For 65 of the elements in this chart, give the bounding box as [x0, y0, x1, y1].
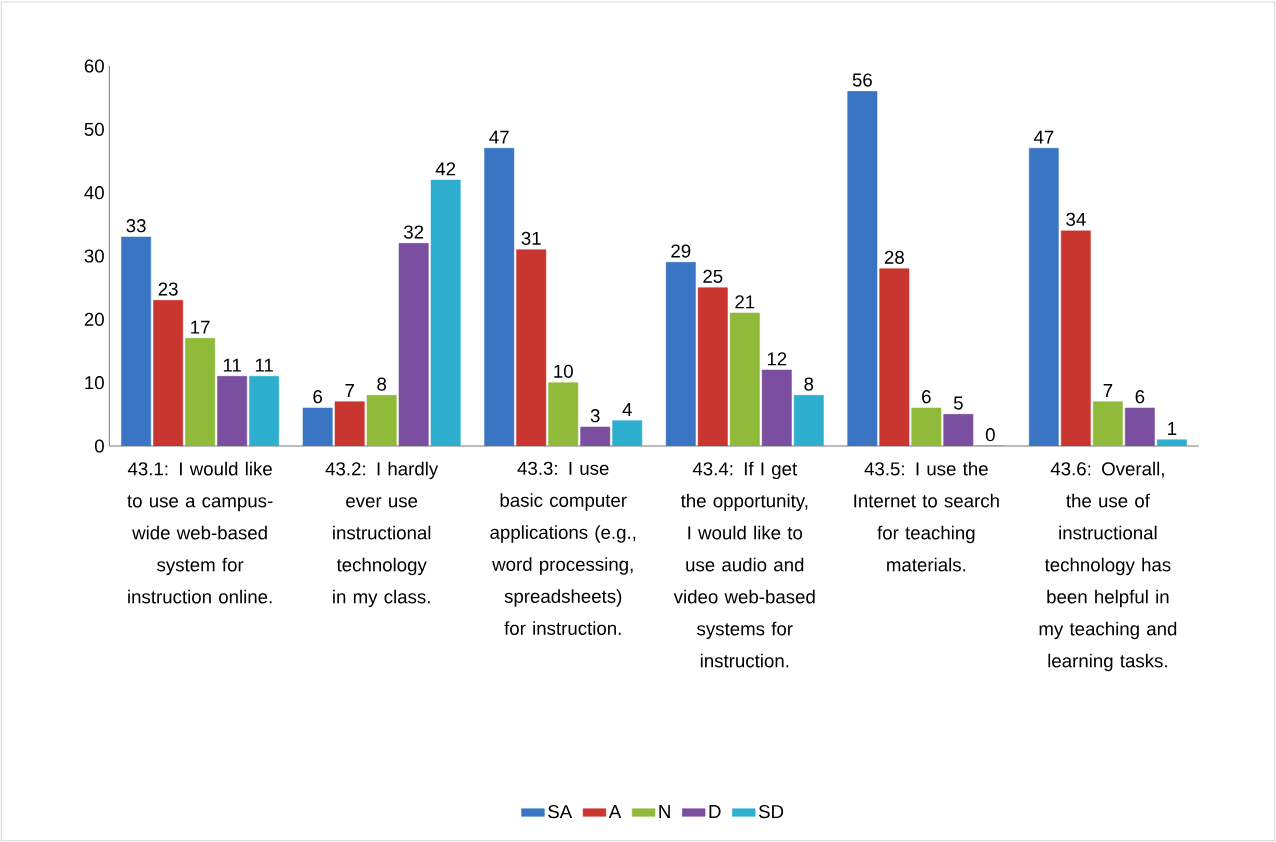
data-label: 28	[884, 250, 904, 264]
legend-label: N	[659, 805, 670, 818]
data-label: 0	[985, 428, 995, 442]
bar	[943, 414, 974, 446]
data-label: 5	[953, 396, 963, 410]
data-label: 25	[703, 269, 723, 283]
data-label: 4	[622, 403, 632, 416]
data-label: 3	[590, 409, 600, 423]
y-tick-label: 20	[84, 312, 104, 326]
legend-label: SD	[758, 804, 784, 819]
bar	[612, 420, 643, 446]
x-tick-label: 43.1: I would like to use a campus-wide web-based system for instruction online.	[127, 461, 273, 604]
bar	[729, 312, 760, 446]
data-label: 12	[767, 352, 787, 366]
x-tick-label: 43.2: I hardly ever use instructional technology in my class.	[325, 461, 439, 608]
data-label: 6	[922, 390, 931, 404]
data-label: 29	[671, 244, 691, 258]
data-label: 42	[435, 162, 456, 176]
legend-label: A	[608, 805, 622, 818]
x-tick-label: 43.5: I use the Internet to search for teaching materials.	[854, 461, 999, 572]
data-label: 47	[489, 130, 509, 144]
data-label: 8	[377, 377, 387, 391]
data-label: 11	[255, 358, 273, 372]
data-label: 21	[735, 295, 755, 309]
data-label: 7	[345, 384, 354, 397]
bar	[793, 395, 824, 446]
y-tick-label: 40	[84, 186, 104, 200]
bar	[398, 243, 429, 446]
bar	[1092, 401, 1123, 446]
data-label: 23	[158, 282, 178, 296]
bar	[1156, 439, 1187, 446]
bar	[185, 338, 216, 446]
y-tick-label: 0	[94, 439, 104, 453]
data-label: 56	[852, 73, 872, 87]
y-tick-label: 60	[84, 59, 104, 73]
bar	[366, 395, 397, 446]
data-label: 47	[1033, 130, 1054, 144]
x-tick-label: 43.3: I use basic computer applications (e.g., word processing, spreadsheets) for instruction.	[490, 461, 636, 635]
data-label: 1	[1168, 422, 1177, 435]
data-label: 34	[1066, 212, 1086, 226]
bar	[911, 407, 942, 446]
y-tick-label: 10	[85, 376, 104, 390]
legend-label: SA	[548, 804, 573, 819]
data-label: 8	[804, 377, 814, 391]
x-tick-label: 43.6: Overall, the use of instructional technology has been helpful in my teaching and learning tasks.	[1039, 461, 1177, 672]
bar	[430, 179, 461, 446]
bar	[548, 382, 579, 446]
legend-label: D	[709, 805, 721, 818]
bar	[1124, 407, 1155, 446]
data-label: 32	[404, 225, 424, 239]
bar	[761, 369, 792, 446]
data-label: 17	[191, 320, 210, 334]
bar	[249, 376, 280, 446]
data-label: 6	[1135, 390, 1145, 404]
x-tick-label: 43.4: If I get the opportunity, I would like to use audio and video web-based systems for instruction.	[673, 461, 815, 668]
bar	[217, 376, 248, 446]
y-tick-label: 30	[84, 249, 104, 263]
data-label: 11	[223, 358, 241, 372]
y-tick-label: 50	[84, 122, 104, 136]
data-label: 33	[126, 219, 146, 233]
bar	[580, 426, 611, 446]
data-label: 7	[1103, 384, 1113, 397]
data-label: 6	[313, 390, 323, 404]
data-label: 10	[554, 364, 573, 378]
data-label: 31	[521, 231, 541, 245]
